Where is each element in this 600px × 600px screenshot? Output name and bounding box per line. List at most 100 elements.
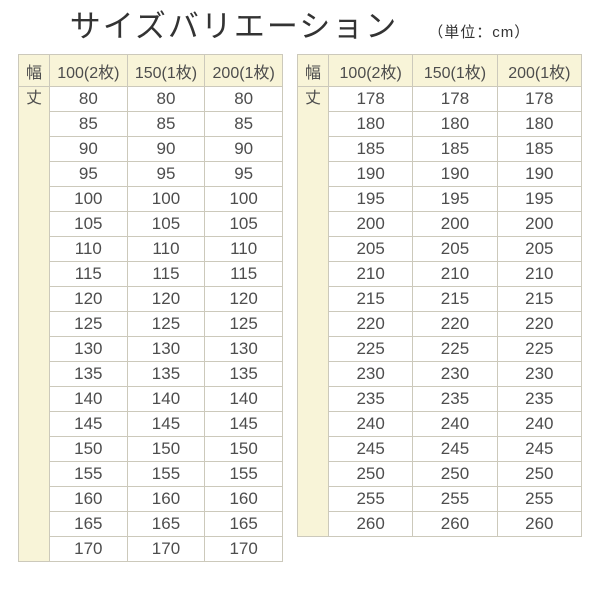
table-row: 95 95 95: [19, 161, 283, 187]
size-cell: 95: [204, 161, 283, 187]
size-cell: 85: [49, 111, 128, 137]
size-cell: 220: [327, 311, 414, 337]
column-header: 100(2枚): [49, 54, 128, 87]
size-cell: 145: [49, 411, 128, 437]
table-row: 135 135 135: [19, 361, 283, 387]
table-row: 165 165 165: [19, 511, 283, 537]
size-cell: 180: [327, 111, 414, 137]
size-cell: 190: [412, 161, 498, 187]
size-cell: 120: [49, 286, 128, 312]
size-cell: 215: [327, 286, 414, 312]
size-cell: 135: [49, 361, 128, 387]
size-cell: 145: [204, 411, 283, 437]
size-cell: 140: [204, 386, 283, 412]
size-cell: 260: [496, 511, 583, 537]
column-header: 150(1枚): [126, 54, 206, 87]
table-row: 125 125 125: [19, 311, 283, 337]
size-cell: 120: [204, 286, 283, 312]
size-cell: 80: [204, 86, 283, 112]
size-cell: 205: [496, 236, 583, 262]
size-cell: 170: [204, 536, 283, 562]
table-row: 160 160 160: [19, 486, 283, 512]
size-cell: 90: [126, 136, 206, 162]
table-row: 205 205 205: [298, 236, 583, 262]
table-row: 215 215 215: [298, 286, 583, 312]
column-header: 100(2枚): [327, 54, 414, 87]
size-cell: 210: [412, 261, 498, 287]
column-header: 150(1枚): [412, 54, 498, 87]
table-row: 245 245 245: [298, 436, 583, 462]
size-cell: 240: [327, 411, 414, 437]
row-group-label: 丈: [18, 86, 50, 562]
size-cell: 140: [126, 386, 206, 412]
size-cell: 170: [49, 536, 128, 562]
size-cell: 155: [126, 461, 206, 487]
size-cell: 115: [49, 261, 128, 287]
table-row: 190 190 190: [298, 161, 583, 187]
size-cell: 115: [204, 261, 283, 287]
table-row: 260 260 260: [298, 511, 583, 537]
size-cell: 100: [126, 186, 206, 212]
size-cell: 95: [126, 161, 206, 187]
size-cell: 85: [204, 111, 283, 137]
size-cell: 165: [126, 511, 206, 537]
table-row: 85 85 85: [19, 111, 283, 137]
size-cell: 245: [412, 436, 498, 462]
size-cell: 260: [327, 511, 414, 537]
size-cell: 180: [496, 111, 583, 137]
table-row: 255 255 255: [298, 486, 583, 512]
column-header: 200(1枚): [204, 54, 283, 87]
corner-width-label: 幅: [297, 54, 329, 87]
size-cell: 110: [49, 236, 128, 262]
size-cell: 85: [126, 111, 206, 137]
size-tables-row: 幅 100(2枚) 150(1枚) 200(1枚) 丈 80 80 80 85 85 85 90 90 9…: [0, 54, 600, 562]
size-table-right: 幅 100(2枚) 150(1枚) 200(1枚) 丈 178 178 178 180 180 18…: [297, 54, 583, 537]
size-cell: 150: [126, 436, 206, 462]
table-row: 110 110 110: [19, 236, 283, 262]
size-cell: 150: [204, 436, 283, 462]
table-row: 180 180 180: [298, 111, 583, 137]
size-cell: 185: [496, 136, 583, 162]
table-row: 100 100 100: [19, 186, 283, 212]
table-row: 150 150 150: [19, 436, 283, 462]
table-row: 145 145 145: [19, 411, 283, 437]
size-cell: 180: [412, 111, 498, 137]
size-cell: 120: [126, 286, 206, 312]
size-cell: 105: [126, 211, 206, 237]
size-cell: 130: [49, 336, 128, 362]
size-cell: 215: [412, 286, 498, 312]
size-cell: 185: [412, 136, 498, 162]
page-title: サイズバリエーション: [69, 9, 399, 45]
size-cell: 110: [204, 236, 283, 262]
size-cell: 250: [412, 461, 498, 487]
size-cell: 95: [49, 161, 128, 187]
table-row: 140 140 140: [19, 386, 283, 412]
size-cell: 105: [204, 211, 283, 237]
size-cell: 190: [496, 161, 583, 187]
size-cell: 250: [327, 461, 414, 487]
size-cell: 235: [412, 386, 498, 412]
table-row: 230 230 230: [298, 361, 583, 387]
title-bar: サイズバリエーション （単位：cm）: [0, 0, 600, 46]
row-group-label: 丈: [297, 86, 329, 537]
header-row: 幅 100(2枚) 150(1枚) 200(1枚): [18, 54, 283, 87]
size-cell: 195: [327, 186, 414, 212]
table-row: 105 105 105: [19, 211, 283, 237]
table-row: 220 220 220: [298, 311, 583, 337]
size-cell: 160: [204, 486, 283, 512]
size-cell: 135: [204, 361, 283, 387]
size-cell: 215: [496, 286, 583, 312]
size-cell: 200: [412, 211, 498, 237]
unit-label: （単位：cm）: [428, 24, 531, 41]
table-row: 250 250 250: [298, 461, 583, 487]
size-cell: 160: [49, 486, 128, 512]
size-cell: 225: [496, 336, 583, 362]
size-cell: 230: [327, 361, 414, 387]
size-cell: 205: [412, 236, 498, 262]
table-row: 90 90 90: [19, 136, 283, 162]
size-cell: 225: [412, 336, 498, 362]
size-cell: 220: [496, 311, 583, 337]
size-cell: 145: [126, 411, 206, 437]
size-cell: 130: [204, 336, 283, 362]
